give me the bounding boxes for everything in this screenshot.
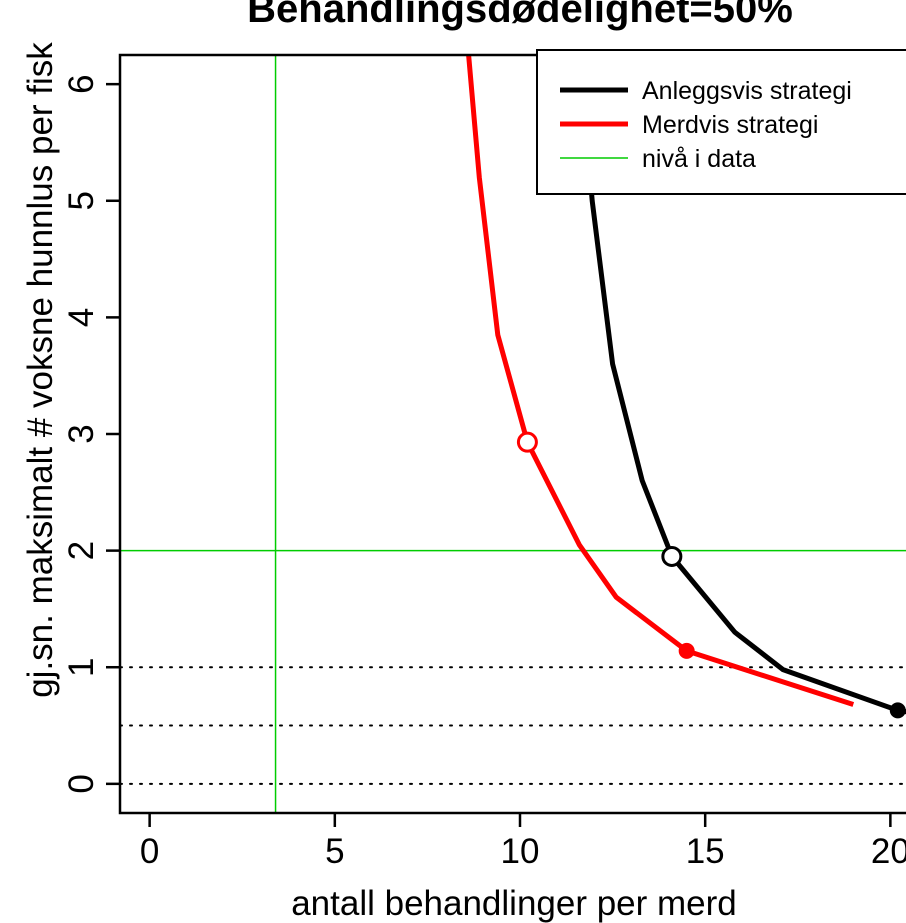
plot-area (120, 55, 906, 813)
y-tick-label-4: 4 (62, 308, 101, 327)
filled-marker-anleggsvis (889, 702, 906, 719)
y-tick-label-3: 3 (62, 424, 101, 443)
legend-label-niva: nivå i data (642, 145, 756, 173)
y-tick-label-0: 0 (62, 774, 101, 793)
x-tick-label-20: 20 (871, 832, 906, 871)
x-tick-label-15: 15 (686, 832, 725, 871)
x-tick-label-10: 10 (501, 832, 540, 871)
y-axis-label: gj.sn. maksimalt # voksne hunnlus per fi… (21, 42, 60, 698)
dotted-lines (120, 666, 906, 785)
x-axis-label: antall behandlinger per merd (291, 884, 737, 923)
x-tick-label-0: 0 (140, 832, 159, 871)
filled-marker-merdvis (678, 642, 695, 659)
y-tick-label-2: 2 (62, 541, 101, 560)
y-tick-label-1: 1 (62, 657, 101, 676)
reference-lines (120, 55, 906, 813)
series-markers (516, 431, 906, 719)
open-marker-merdvis (516, 431, 538, 453)
y-tick-label-6: 6 (62, 74, 101, 93)
legend-label-merdvis: Merdvis strategi (642, 111, 818, 139)
x-tick-label-5: 5 (325, 832, 344, 871)
chart-title: Behandlingsdødelighet=50% (247, 0, 793, 31)
legend: Anleggsvis strategi Merdvis strategi niv… (536, 49, 906, 195)
y-axis: 0 1 2 3 4 5 6 (62, 74, 120, 794)
series-line-merdvis (466, 55, 855, 707)
legend-label-anleggsvis: Anleggsvis strategi (642, 77, 852, 105)
x-axis: 0 5 10 15 20 (140, 813, 906, 871)
open-marker-anleggsvis (661, 545, 683, 567)
y-tick-label-5: 5 (62, 191, 101, 210)
